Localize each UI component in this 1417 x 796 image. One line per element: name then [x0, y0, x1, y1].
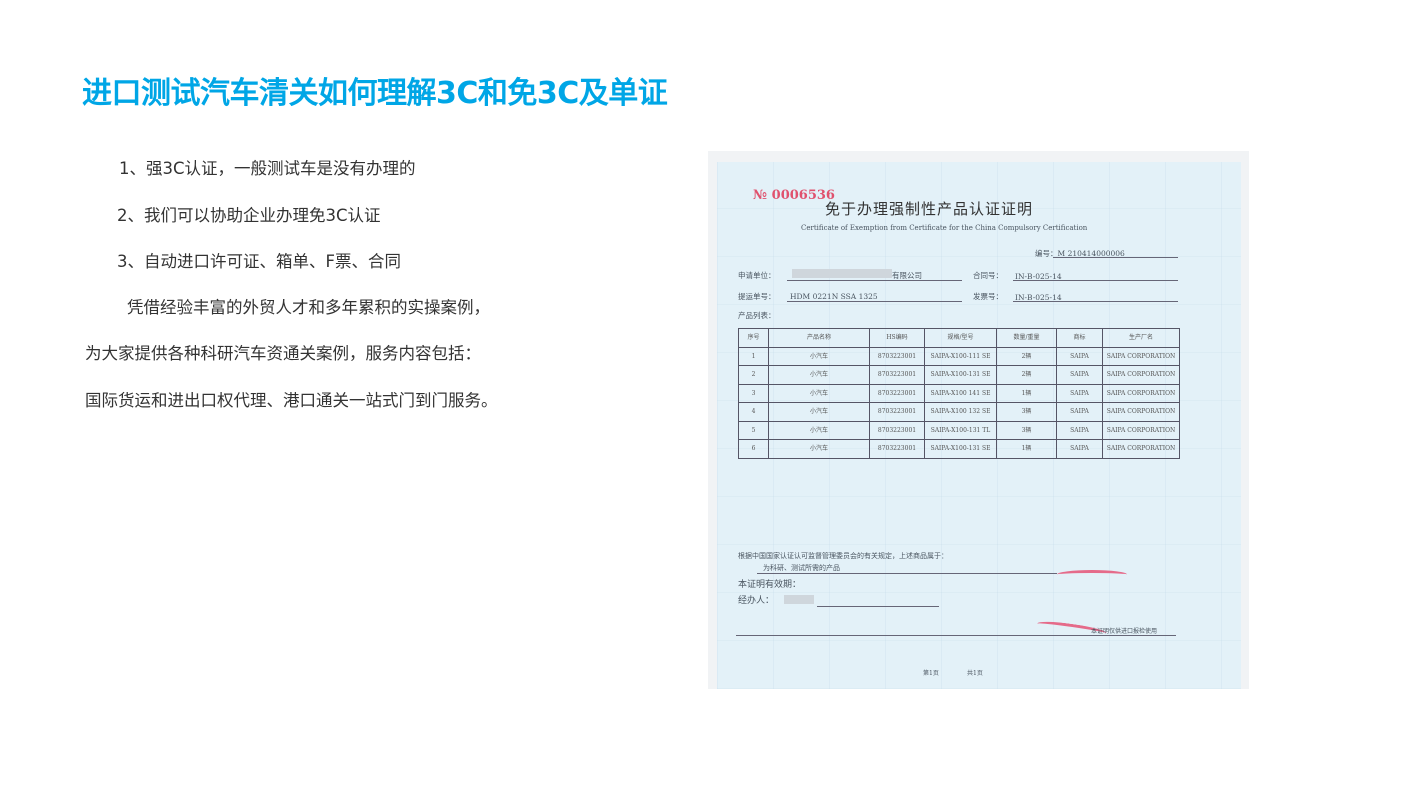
- page-number: 第1页: [923, 670, 939, 677]
- serial-label: 编号：: [1035, 249, 1058, 258]
- page-total: 共1页: [967, 670, 983, 677]
- table-cell: SAIPA-X100-131 SE: [924, 365, 997, 385]
- applicant-value: 有限公司: [892, 271, 922, 280]
- paragraph-line-3: 国际货运和进出口权代理、港口通关一站式门到门服务。: [85, 391, 498, 410]
- usage-note: 本证明仅供进口报检使用: [1091, 628, 1158, 635]
- table-row: 1 小汽车 8703223001 SAIPA-X100-111 SE 2辆 SAIPA SA…: [738, 346, 1180, 366]
- table-cell: 小汽车: [768, 439, 870, 459]
- header-cell: HS编码: [869, 328, 925, 348]
- table-cell: 8703223001: [869, 346, 925, 366]
- table-cell: 8703223001: [869, 439, 925, 459]
- applicant-label: 申请单位：: [738, 271, 776, 280]
- table-cell: 1辆: [996, 383, 1057, 403]
- page-title: 进口测试汽车清关如何理解3C和免3C及单证: [82, 76, 668, 111]
- certificate-paper: № 0006536 免于办理强制性产品认证证明 Certificate of E…: [717, 162, 1241, 689]
- cert-title: 免于办理强制性产品认证证明: [825, 200, 1034, 218]
- cert-subtitle: Certificate of Exemption from Certificat…: [801, 224, 1088, 232]
- header-cell: 商标: [1056, 328, 1103, 348]
- table-cell: 3辆: [996, 420, 1057, 440]
- redacted-block: [792, 269, 892, 278]
- table-cell: 小汽车: [768, 402, 870, 422]
- invoice-value: IN-B-025-14: [1015, 293, 1062, 302]
- table-cell: 小汽车: [768, 365, 870, 385]
- header-cell: 规格/型号: [924, 328, 997, 348]
- bullet-3: 3、自动进口许可证、箱单、F票、合同: [117, 252, 401, 271]
- table-cell: 8703223001: [869, 365, 925, 385]
- table-header: 序号 产品名称 HS编码 规格/型号 数量/重量 商标 生产厂名: [738, 328, 1180, 348]
- redacted-block: [784, 595, 814, 604]
- table-row: 6 小汽车 8703223001 SAIPA-X100-131 SE 1辆 SAIPA SA…: [738, 439, 1180, 459]
- certificate-image: № 0006536 免于办理强制性产品认证证明 Certificate of E…: [708, 151, 1249, 689]
- bullet-2: 2、我们可以协助企业办理免3C认证: [117, 206, 381, 225]
- table-cell: 小汽车: [768, 346, 870, 366]
- table-cell: SAIPA-X100 141 SE: [924, 383, 997, 403]
- table-cell: 3辆: [996, 402, 1057, 422]
- invoice-label: 发票号：: [973, 292, 1003, 301]
- table-cell: 8703223001: [869, 402, 925, 422]
- serial-value: M 210414000006: [1057, 249, 1125, 258]
- paragraph-line-2: 为大家提供各种科研汽车资通关案例，服务内容包括：: [85, 344, 481, 363]
- table-cell: 5: [738, 420, 769, 440]
- bl-label: 提运单号：: [738, 292, 776, 301]
- table-cell: 8703223001: [869, 420, 925, 440]
- table-cell: SAIPA CORPORATION: [1102, 365, 1180, 385]
- table-cell: SAIPA-X100-131 TL: [924, 420, 997, 440]
- table-cell: SAIPA-X100 132 SE: [924, 402, 997, 422]
- table-cell: 8703223001: [869, 383, 925, 403]
- table-cell: 2辆: [996, 365, 1057, 385]
- table-cell: 小汽车: [768, 420, 870, 440]
- table-cell: 1: [738, 346, 769, 366]
- header-cell: 序号: [738, 328, 769, 348]
- paragraph-line-1: 凭借经验丰富的外贸人才和多年累积的实操案例，: [127, 298, 490, 317]
- bl-value: HDM 0221N SSA 1325: [790, 292, 878, 301]
- basis-text: 根据中国国家认证认可监督管理委员会的有关规定，上述商品属于：: [738, 552, 948, 560]
- table-cell: SAIPA: [1056, 420, 1103, 440]
- list-label: 产品列表：: [738, 311, 776, 320]
- product-table: 序号 产品名称 HS编码 规格/型号 数量/重量 商标 生产厂名 1 小汽车 870…: [738, 328, 1180, 459]
- table-cell: 6: [738, 439, 769, 459]
- table-row: 2 小汽车 8703223001 SAIPA-X100-131 SE 2辆 SAIPA SA…: [738, 365, 1180, 385]
- bullet-1: 1、强3C认证，一般测试车是没有办理的: [119, 159, 416, 178]
- category-text: 为科研、测试所需的产品: [763, 564, 840, 572]
- table-cell: SAIPA: [1056, 365, 1103, 385]
- table-cell: SAIPA CORPORATION: [1102, 383, 1180, 403]
- header-cell: 产品名称: [768, 328, 870, 348]
- cert-number: № 0006536: [753, 188, 835, 203]
- table-cell: SAIPA-X100-131 SE: [924, 439, 997, 459]
- table-cell: 4: [738, 402, 769, 422]
- table-cell: SAIPA CORPORATION: [1102, 346, 1180, 366]
- table-cell: SAIPA CORPORATION: [1102, 402, 1180, 422]
- table-row: 3 小汽车 8703223001 SAIPA-X100 141 SE 1辆 SAIPA SA…: [738, 383, 1180, 403]
- table-cell: SAIPA: [1056, 346, 1103, 366]
- table-cell: 2辆: [996, 346, 1057, 366]
- table-cell: 2: [738, 365, 769, 385]
- table-cell: SAIPA: [1056, 439, 1103, 459]
- header-cell: 生产厂名: [1102, 328, 1180, 348]
- table-row: 5 小汽车 8703223001 SAIPA-X100-131 TL 3辆 SAIPA SA…: [738, 420, 1180, 440]
- table-cell: 3: [738, 383, 769, 403]
- contract-value: IN-B-025-14: [1015, 272, 1062, 281]
- table-cell: SAIPA CORPORATION: [1102, 439, 1180, 459]
- handler-label: 经办人：: [738, 596, 775, 606]
- table-cell: 1辆: [996, 439, 1057, 459]
- table-cell: 小汽车: [768, 383, 870, 403]
- validity-label: 本证明有效期：: [738, 580, 802, 590]
- table-row: 4 小汽车 8703223001 SAIPA-X100 132 SE 3辆 SAIPA SA…: [738, 402, 1180, 422]
- table-cell: SAIPA: [1056, 402, 1103, 422]
- table-cell: SAIPA-X100-111 SE: [924, 346, 997, 366]
- seal-stamp-arc: [1057, 570, 1127, 579]
- contract-label: 合同号：: [973, 271, 1003, 280]
- header-cell: 数量/重量: [996, 328, 1057, 348]
- table-cell: SAIPA CORPORATION: [1102, 420, 1180, 440]
- table-cell: SAIPA: [1056, 383, 1103, 403]
